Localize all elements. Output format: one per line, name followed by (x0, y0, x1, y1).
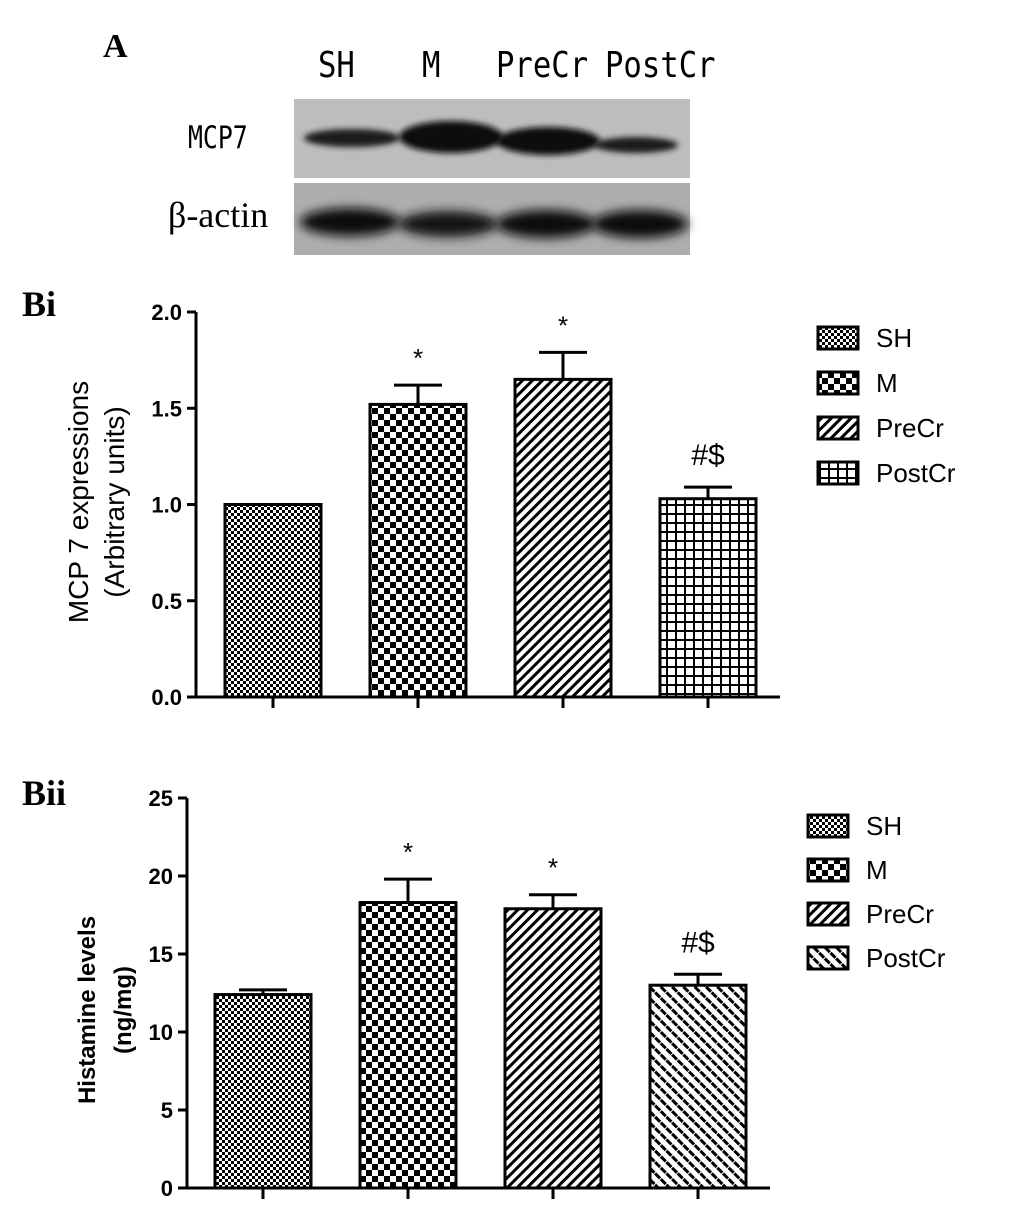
legend-label-sh: SH (866, 811, 902, 841)
mcp7-band-postcr (594, 137, 678, 153)
bar-m (368, 402, 468, 699)
lane-label-precr: PreCr (496, 45, 589, 86)
blot-row-label-actin: β-actin (168, 195, 269, 235)
y-axis-label: MCP 7 expressions (Arbitrary units) (63, 381, 130, 623)
bar-sh (213, 993, 313, 1190)
svg-text:(ng/mg): (ng/mg) (110, 966, 137, 1054)
y-tick-label: 1.0 (151, 493, 182, 518)
bar-postcr (648, 983, 748, 1190)
lane-label-m: M (422, 45, 441, 86)
y-tick-label: 0.0 (151, 685, 182, 710)
legend-label-precr: PreCr (876, 413, 944, 443)
mcp7-band-precr (496, 127, 600, 155)
significance-label: #$ (691, 439, 725, 472)
legend-swatch-precr (806, 901, 850, 927)
y-axis-label: Histamine levels (ng/mg) (74, 916, 137, 1104)
legend-swatch-sh (806, 813, 850, 839)
y-tick-label: 1.5 (151, 396, 182, 421)
bar-sh (223, 503, 323, 699)
svg-text:MCP 7 expressions: MCP 7 expressions (63, 381, 94, 623)
panel-letter-bii: Bii (22, 773, 67, 813)
legend-label-postcr: PostCr (866, 943, 946, 973)
lane-label-postcr: PostCr (605, 45, 716, 86)
y-tick-label: 0.5 (151, 589, 182, 614)
significance-label: #$ (681, 926, 715, 959)
y-tick-label: 25 (149, 786, 173, 811)
y-tick-label: 0 (161, 1176, 173, 1201)
legend-swatch-m (816, 370, 860, 396)
bar-m (358, 901, 458, 1190)
legend-swatch-sh (816, 325, 860, 351)
legend-swatch-postcr (816, 460, 860, 486)
significance-label: * (548, 853, 558, 883)
legend-label-precr: PreCr (866, 899, 934, 929)
bar-precr (503, 907, 603, 1190)
significance-label: * (558, 310, 568, 340)
lane-label-sh: SH (318, 45, 355, 86)
bar-precr (513, 377, 613, 699)
legend-swatch-precr (816, 415, 860, 441)
legend-label-m: M (866, 855, 888, 885)
blot-row-label-mcp7: MCP7 (188, 120, 248, 156)
significance-label: * (413, 343, 423, 373)
y-tick-label: 2.0 (151, 300, 182, 325)
panel-letter-bi: Bi (22, 284, 57, 324)
mcp7-band-m (399, 121, 503, 153)
y-tick-label: 15 (149, 942, 173, 967)
legend-label-m: M (876, 368, 898, 398)
y-tick-label: 5 (161, 1098, 173, 1123)
actin-band-precr (496, 210, 596, 238)
mcp7-band-sh (304, 129, 400, 147)
bar-postcr (658, 497, 758, 699)
y-tick-label: 20 (149, 864, 173, 889)
legend-swatch-postcr (806, 945, 850, 971)
actin-band-sh (300, 208, 400, 236)
svg-text:(Arbitrary units): (Arbitrary units) (99, 406, 130, 597)
western-blot-image (294, 99, 690, 255)
panel-letter-a: A (103, 28, 128, 65)
significance-label: * (403, 837, 413, 867)
legend-swatch-m (806, 857, 850, 883)
y-tick-label: 10 (149, 1020, 173, 1045)
svg-text:Histamine levels: Histamine levels (74, 916, 101, 1104)
actin-band-postcr (592, 210, 688, 238)
legend-label-postcr: PostCr (876, 458, 956, 488)
actin-band-m (398, 211, 498, 237)
legend-label-sh: SH (876, 323, 912, 353)
